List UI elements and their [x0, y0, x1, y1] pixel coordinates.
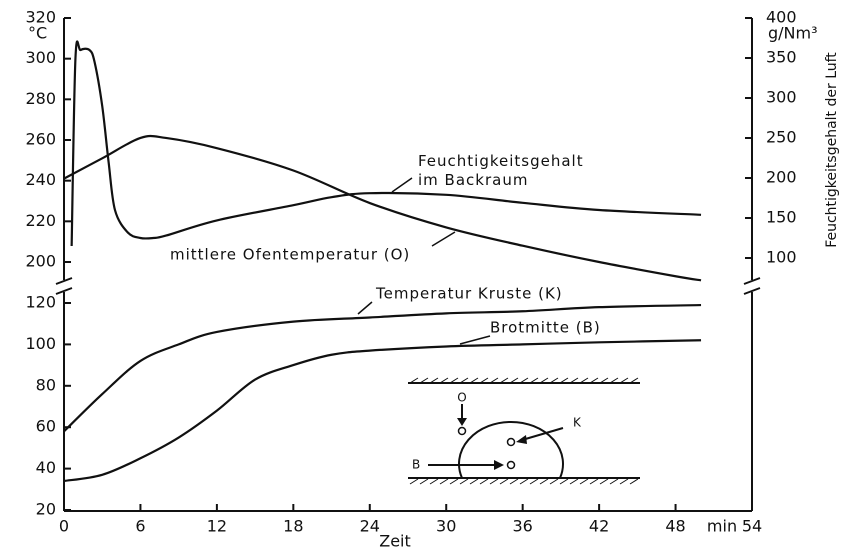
y-tick-label: 40: [36, 458, 56, 477]
y-tick-label: 240: [25, 170, 56, 189]
y2-axis-label: Feuchtigkeitsgehalt der Luft: [824, 52, 840, 248]
y-tick-label: 300: [766, 88, 797, 107]
y-tick-label: 20: [36, 500, 56, 519]
y-tick-label: 400: [766, 8, 797, 27]
y-tick-label: 80: [36, 375, 56, 394]
x-tick-label: 0: [59, 517, 69, 536]
axis-break: [743, 277, 761, 295]
series-label: mittlere Ofentemperatur (O): [170, 246, 410, 264]
series-label-box: Feuchtigkeitsgehalt im Backraum: [418, 152, 584, 189]
x-tick-label: 36: [512, 517, 532, 536]
inset-label: O: [457, 391, 466, 405]
y-tick-label: 60: [36, 417, 56, 436]
y-tick-label: 250: [766, 128, 797, 147]
series-label: Temperatur Kruste (K): [375, 285, 563, 303]
line-series: [63, 134, 702, 282]
y-tick-label: 200: [25, 252, 56, 271]
y-tick-label: 100: [25, 334, 56, 353]
y-tick-label: 220: [25, 211, 56, 230]
leader-line: [357, 177, 491, 345]
series-label: Brotmitte (B): [490, 319, 601, 337]
y-tick-label: 260: [25, 130, 56, 149]
inset-label: K: [573, 416, 582, 430]
x-tick-label: 42: [589, 517, 609, 536]
x-tick-label: 48: [665, 517, 685, 536]
axis-break: [55, 277, 73, 295]
x-tick-label: 18: [283, 517, 303, 536]
x-tick-label: 6: [135, 517, 145, 536]
x-tick-label: 30: [436, 517, 456, 536]
line-series: [63, 339, 702, 483]
line-series: [70, 40, 702, 247]
inset-label: B: [412, 458, 420, 472]
x-tick-label: 12: [207, 517, 227, 536]
x-unit: min: [707, 517, 737, 536]
y-tick-label: 350: [766, 48, 797, 67]
y-unit: °C: [28, 24, 47, 43]
series-label: Feuchtigkeitsgehalt im Backraum: [418, 152, 584, 189]
y-tick-label: 200: [766, 168, 797, 187]
y-tick-label: 150: [766, 208, 797, 227]
x-axis-label: Zeit: [379, 532, 411, 551]
inset-diagram: [408, 377, 640, 485]
x-tick-label: 54: [742, 517, 762, 536]
y-tick-label: 100: [766, 248, 797, 267]
y-tick-label: 300: [25, 48, 56, 67]
line-series: [63, 303, 702, 433]
y-tick-label: 320: [25, 8, 56, 27]
y-tick-label: 120: [25, 293, 56, 312]
x-tick-label: 24: [360, 517, 380, 536]
y-tick-label: 280: [25, 89, 56, 108]
y2-unit: g/Nm³: [768, 24, 818, 43]
